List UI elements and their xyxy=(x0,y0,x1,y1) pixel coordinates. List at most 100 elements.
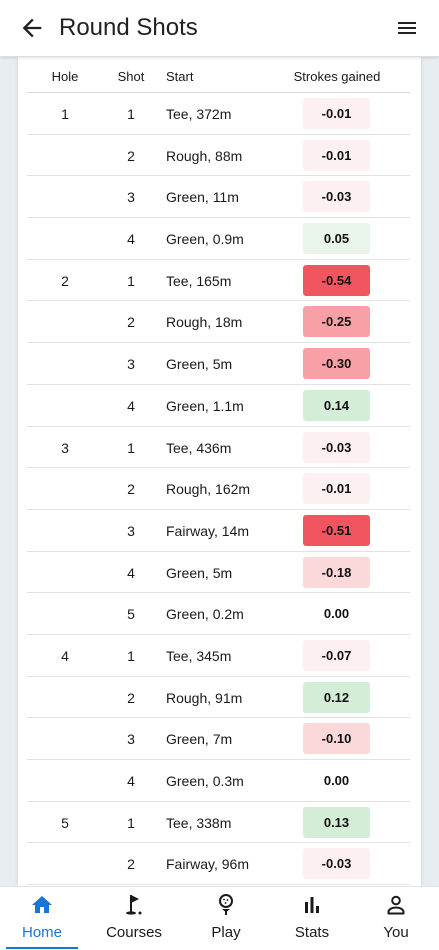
start-cell: Green, 11m xyxy=(166,189,239,206)
strokes-gained-cell: -0.03 xyxy=(303,181,370,213)
hole-cell: 1 xyxy=(61,106,69,122)
strokes-gained-cell: 0.00 xyxy=(323,606,350,622)
hamburger-menu-icon[interactable] xyxy=(395,16,419,40)
nav-label: Play xyxy=(211,924,241,941)
start-cell: Tee, 338m xyxy=(166,814,232,831)
start-cell: Fairway, 14m xyxy=(166,522,249,539)
table-row: 3 1 Tee, 436m -0.03 xyxy=(27,427,410,469)
strokes-gained-cell: -0.54 xyxy=(303,264,370,296)
hole-cell: 4 xyxy=(61,647,69,664)
shot-cell: 4 xyxy=(127,397,135,414)
start-cell: Rough, 91m xyxy=(166,689,243,706)
table-row: 2 Fairway, 96m -0.03 xyxy=(27,843,410,886)
golf-flag-icon xyxy=(122,893,146,917)
strokes-gained-cell: 0.00 xyxy=(323,773,350,788)
start-cell: Rough, 18m xyxy=(166,314,243,331)
shot-cell: 2 xyxy=(127,481,135,498)
nav-item-play[interactable]: Play xyxy=(182,887,270,950)
table-body: 1 1 Tee, 372m -0.01 2 Rough, 88m -0.01 3 Green, … xyxy=(27,93,410,886)
shot-cell: 2 xyxy=(127,147,135,164)
strokes-gained-cell: -0.03 xyxy=(303,848,370,880)
shots-table-card: Hole Shot Start Strokes gained 1 1 Tee, 37… xyxy=(18,57,421,886)
nav-item-courses[interactable]: Courses xyxy=(90,887,178,950)
table-row: 5 1 Tee, 338m 0.13 xyxy=(27,802,410,844)
start-cell: Green, 5m xyxy=(166,564,233,581)
hole-cell: 2 xyxy=(61,272,69,289)
start-cell: Green, 0.2m xyxy=(166,606,244,623)
strokes-gained-cell: -0.01 xyxy=(303,473,370,505)
shot-cell: 3 xyxy=(127,356,135,373)
golf-ball-tee-icon xyxy=(214,893,238,917)
shot-cell: 3 xyxy=(127,189,135,206)
start-cell: Tee, 436m xyxy=(166,439,232,456)
table-row: 2 1 Tee, 165m -0.54 xyxy=(27,260,410,302)
strokes-gained-cell: -0.51 xyxy=(303,514,370,546)
nav-label: Stats xyxy=(294,924,330,941)
nav-label: Courses xyxy=(106,924,162,941)
table-row: 2 Rough, 88m -0.01 xyxy=(27,135,410,177)
table-row: 3 Fairway, 14m -0.51 xyxy=(27,510,410,552)
shot-cell: 3 xyxy=(127,522,135,539)
nav-item-stats[interactable]: Stats xyxy=(268,887,356,950)
table-row: 3 Green, 11m -0.03 xyxy=(27,176,410,219)
person-icon xyxy=(384,893,408,917)
active-tab-indicator xyxy=(6,947,78,949)
shot-cell: 1 xyxy=(127,439,135,456)
nav-label: Home xyxy=(21,924,62,941)
table-row: 3 Green, 7m -0.10 xyxy=(27,718,410,760)
table-row: 4 Green, 0.9m 0.05 xyxy=(27,218,410,260)
table-row: 2 Rough, 162m -0.01 xyxy=(27,468,410,510)
back-arrow-icon[interactable] xyxy=(18,14,46,42)
bottom-navigation: Home Courses Play Stats You xyxy=(0,886,439,950)
nav-item-home[interactable]: Home xyxy=(0,887,86,950)
nav-item-you[interactable]: You xyxy=(352,887,439,950)
nav-label: You xyxy=(383,924,409,941)
table-header: Hole Shot Start Strokes gained xyxy=(27,57,410,93)
shot-cell: 4 xyxy=(127,773,135,789)
table-row: 4 Green, 1.1m 0.14 xyxy=(27,385,410,427)
start-cell: Tee, 372m xyxy=(166,106,232,122)
strokes-gained-cell: 0.13 xyxy=(303,806,370,838)
column-header-start: Start xyxy=(166,69,194,84)
table-row: 2 Rough, 18m -0.25 xyxy=(27,301,410,344)
table-row: 2 Rough, 91m 0.12 xyxy=(27,677,410,719)
start-cell: Fairway, 96m xyxy=(166,856,249,873)
start-cell: Tee, 165m xyxy=(166,272,232,289)
strokes-gained-cell: -0.25 xyxy=(303,306,370,338)
hole-cell: 5 xyxy=(61,814,69,831)
strokes-gained-cell: -0.01 xyxy=(303,98,370,129)
column-header-hole: Hole xyxy=(51,69,79,84)
home-icon xyxy=(30,893,54,917)
start-cell: Green, 5m xyxy=(166,356,233,373)
start-cell: Rough, 88m xyxy=(166,147,243,164)
strokes-gained-cell: -0.01 xyxy=(303,139,370,171)
table-row: 4 Green, 0.3m 0.00 xyxy=(27,760,410,802)
start-cell: Green, 0.9m xyxy=(166,231,244,248)
strokes-gained-cell: -0.10 xyxy=(303,723,370,755)
page-title: Round Shots xyxy=(59,14,198,41)
strokes-gained-cell: -0.03 xyxy=(303,431,370,463)
strokes-gained-cell: -0.30 xyxy=(303,348,370,380)
table-row: 4 1 Tee, 345m -0.07 xyxy=(27,635,410,677)
shot-cell: 2 xyxy=(127,314,135,331)
table-row: 5 Green, 0.2m 0.00 xyxy=(27,593,410,635)
shot-cell: 1 xyxy=(127,106,135,122)
shot-cell: 4 xyxy=(127,564,135,581)
shot-cell: 4 xyxy=(127,231,135,248)
shot-cell: 1 xyxy=(127,647,135,664)
bar-chart-icon xyxy=(300,893,324,917)
shot-cell: 5 xyxy=(127,606,135,623)
shot-cell: 1 xyxy=(127,272,135,289)
strokes-gained-cell: 0.12 xyxy=(303,681,370,713)
table-row: 3 Green, 5m -0.30 xyxy=(27,343,410,385)
strokes-gained-cell: 0.14 xyxy=(303,389,370,421)
start-cell: Green, 0.3m xyxy=(166,773,244,789)
shot-cell: 3 xyxy=(127,731,135,748)
table-row: 4 Green, 5m -0.18 xyxy=(27,552,410,594)
strokes-gained-cell: -0.18 xyxy=(303,556,370,588)
strokes-gained-cell: 0.05 xyxy=(303,223,370,255)
start-cell: Green, 7m xyxy=(166,731,233,748)
app-bar: Round Shots xyxy=(0,0,439,57)
shot-cell: 2 xyxy=(127,856,135,873)
shot-cell: 1 xyxy=(127,814,135,831)
